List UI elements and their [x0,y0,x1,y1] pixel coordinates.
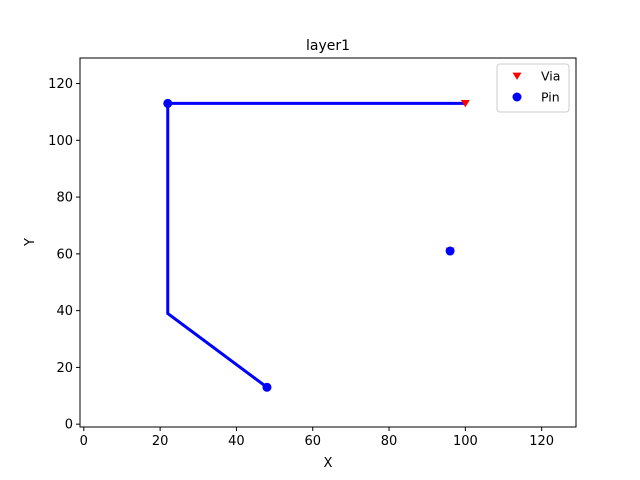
x-tick-label-120: 120 [529,434,554,449]
legend-marker-pin [512,92,522,102]
pin-marker-1 [262,382,272,392]
x-tick-label-80: 80 [381,434,398,449]
y-tick-label-60: 60 [56,247,73,262]
legend-marker-via [512,72,522,80]
route-line [166,101,466,389]
legend-label-pin: Pin [541,90,560,105]
x-tick-label-20: 20 [152,434,169,449]
y-axis-label: Y [23,238,38,247]
y-tick-label-0: 0 [65,418,73,433]
x-axis-label: X [324,456,333,471]
axes: 0 20 40 60 80 100 120 0 20 40 60 80 100 120 [48,57,577,449]
x-tick-label-40: 40 [228,434,245,449]
plot-area [163,98,470,392]
via-marker-0 [460,100,470,108]
pin-marker-2 [445,246,455,256]
y-tick-label-100: 100 [48,134,73,149]
y-tick-label-40: 40 [56,304,73,319]
legend-label-via: Via [541,69,560,84]
legend: Via Pin [496,63,570,113]
pin-marker-0 [163,98,173,108]
x-tick-label-60: 60 [304,434,321,449]
y-tick-label-20: 20 [56,361,73,376]
x-tick-label-100: 100 [453,434,478,449]
y-tick-label-120: 120 [48,77,73,92]
chart-title: layer1 [306,38,350,54]
y-tick-label-80: 80 [56,191,73,206]
x-tick-label-0: 0 [80,434,88,449]
axes-frame [79,57,577,428]
